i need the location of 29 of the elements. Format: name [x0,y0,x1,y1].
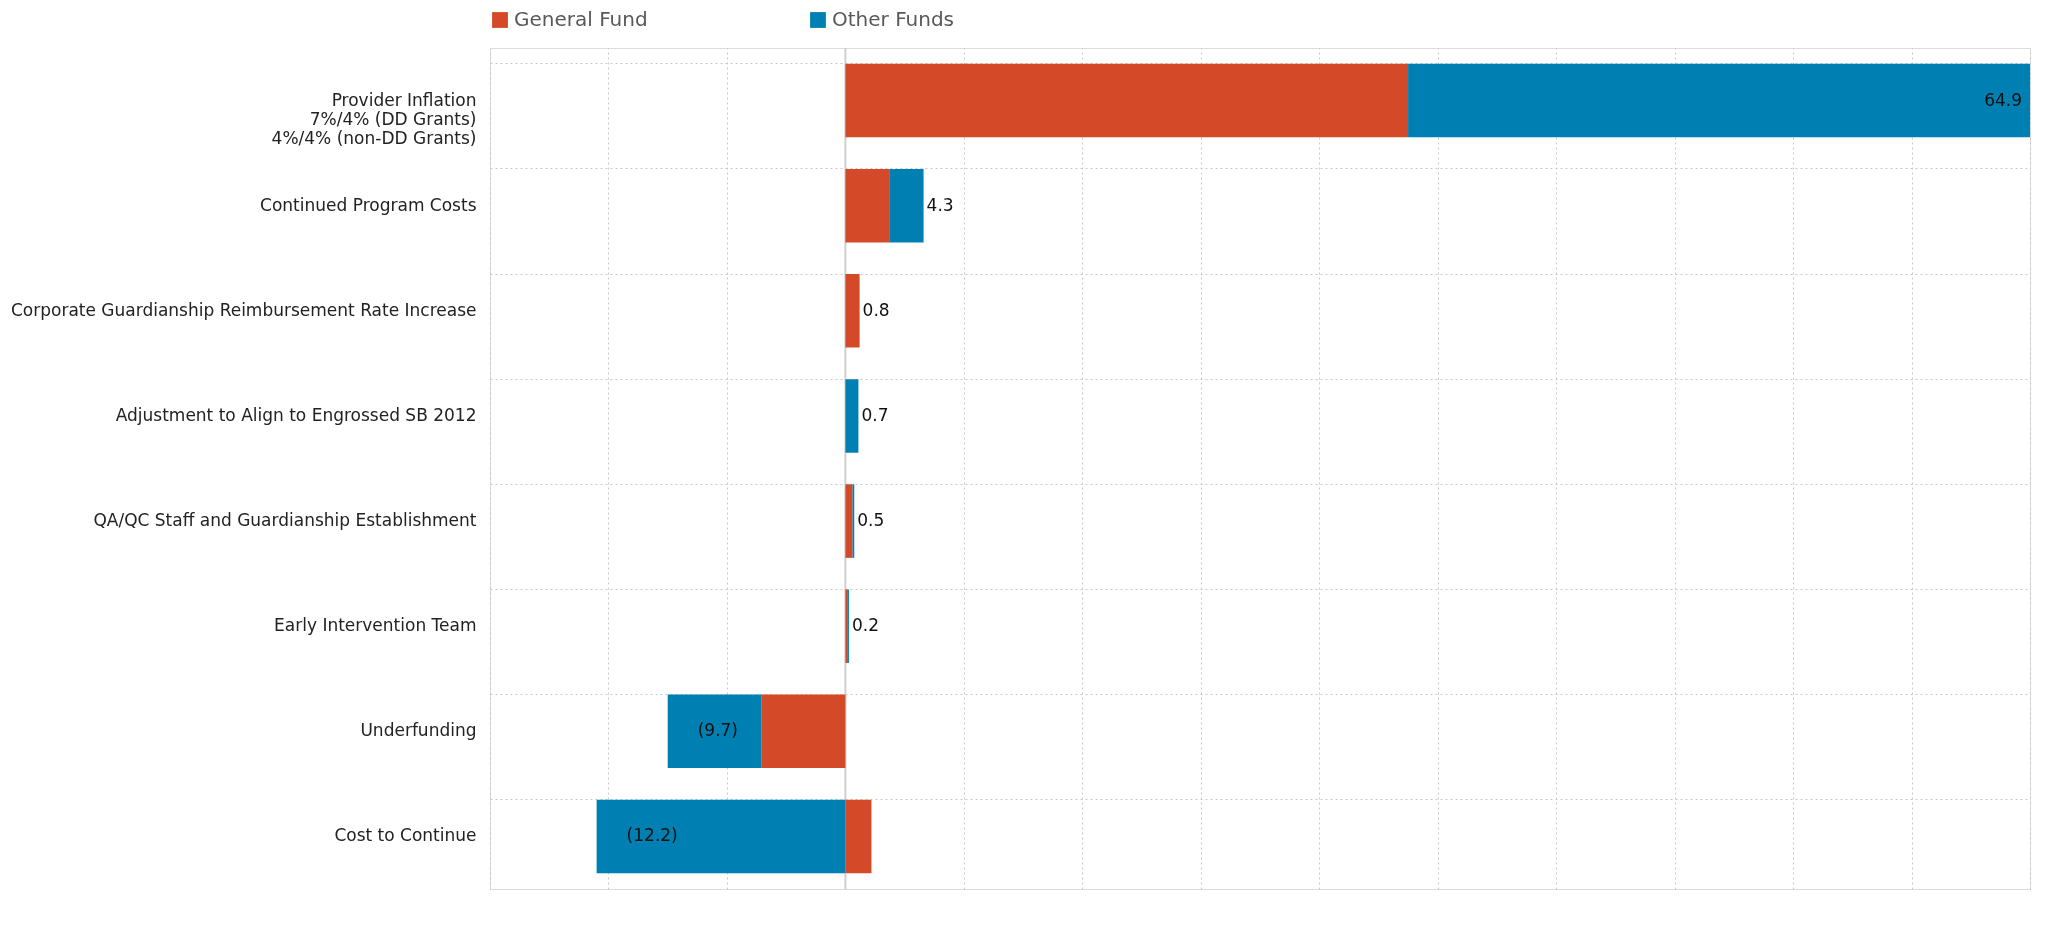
bar [889,168,924,243]
bar [845,63,1409,138]
annotation: 4.3 [926,194,954,215]
y-tick-label: QA/QC Staff and Guardianship Establishment [93,510,477,531]
annotation: 0.5 [857,510,885,531]
legend-label: Other Funds [832,7,955,31]
annotation: 0.7 [861,404,889,425]
bar [667,694,762,769]
annotation: (9.7) [697,720,738,741]
y-tick-label: Cost to Continue [334,825,477,846]
bar [845,484,853,558]
bar [845,379,859,453]
bar [761,694,846,769]
y-tick-label: Adjustment to Align to Engrossed SB 2012 [115,404,477,425]
annotation: (12.2) [626,825,678,846]
y-tick-label: Continued Program Costs [260,194,477,215]
y-tick-label: Corporate Guardianship Reimbursement Rate Increase [10,299,477,320]
y-tick-label: Underfunding [360,720,477,741]
bar [596,799,846,874]
annotation: 64.9 [1984,89,2022,110]
y-tick-label: Early Intervention Team [274,615,477,636]
bar [1408,63,2030,138]
annotation: 0.8 [862,299,890,320]
y-tick-label: Provider Inflation 7%/4% (DD Grants) 4%/4% (non-DD Grants) [271,89,477,148]
legend-label: General Fund [514,7,648,31]
bar [845,168,890,243]
bar [845,274,860,348]
bar [845,799,872,874]
annotation: 0.2 [851,615,879,636]
